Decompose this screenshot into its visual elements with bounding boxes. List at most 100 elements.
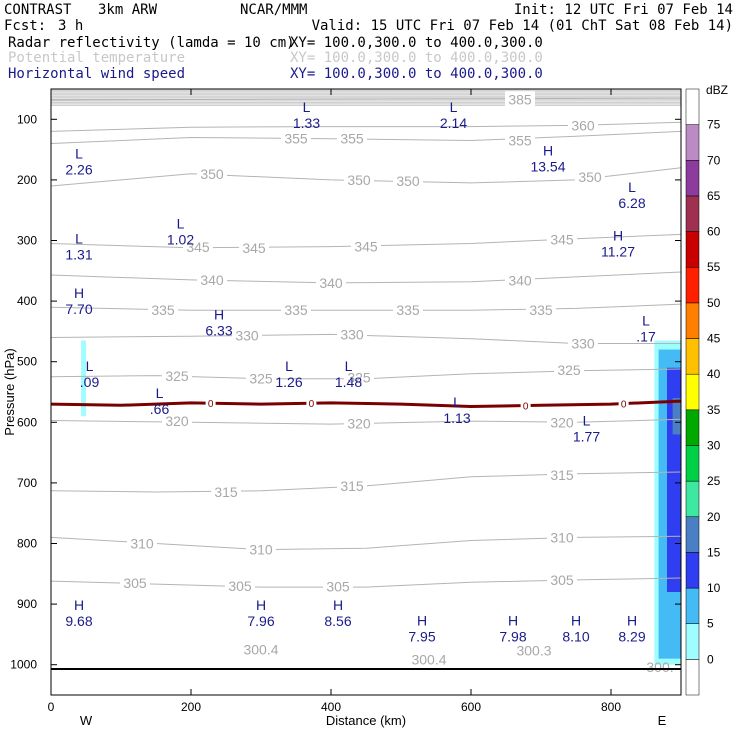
- theta-surface-label: 300.4: [411, 652, 446, 668]
- wind-extremum-value: 7.96: [247, 613, 274, 629]
- theta-label-bg: [344, 369, 374, 385]
- colorbar-swatch: [685, 195, 700, 232]
- theta-label-bg: [246, 370, 276, 386]
- colorbar-swatch: [685, 160, 700, 197]
- theta-label: 360: [571, 117, 595, 133]
- theta-label-bg: [568, 335, 598, 351]
- theta-label: 330: [571, 336, 595, 352]
- colorbar-swatch: [685, 445, 700, 482]
- theta-label: 325: [165, 368, 189, 384]
- wind-extremum-value: .66: [150, 401, 170, 417]
- valid-time: Valid: 15 UTC Fri 07 Feb 14 (01 ChT Sat …: [312, 18, 733, 34]
- wind-extremum-value: 1.77: [573, 428, 600, 444]
- theta-label: 320: [347, 416, 371, 432]
- x-axis-label: Distance (km): [326, 713, 406, 728]
- theta-label: 305: [123, 575, 147, 591]
- wind-min-marker: L: [450, 99, 458, 115]
- theta-label-bg: [211, 483, 241, 499]
- theta-label-bg: [162, 413, 192, 429]
- theta-label-bg: [547, 414, 577, 430]
- wind-max-marker: H: [627, 612, 637, 628]
- wind-max-marker: H: [571, 612, 581, 628]
- theta-label-bg: [225, 577, 255, 593]
- wind-min-marker: L: [303, 99, 311, 115]
- field-xy-theta: XY= 100.0,300.0 to 400.0,300.0: [290, 50, 543, 66]
- theta-label: 310: [550, 529, 574, 545]
- colorbar-swatch: [685, 623, 700, 660]
- colorbar-level-label: 30: [707, 438, 721, 452]
- y-tick-label: 1000: [10, 658, 37, 672]
- theta-label: 320: [550, 414, 574, 430]
- theta-label: 335: [529, 302, 553, 318]
- theta-label-bg: [316, 274, 346, 290]
- field-name-theta: Potential temperature: [8, 50, 185, 66]
- theta-label: 325: [249, 371, 273, 387]
- theta-label: 305: [326, 579, 350, 595]
- theta-label-bg: [393, 302, 423, 318]
- theta-label: 355: [508, 133, 532, 149]
- theta-label: 335: [151, 302, 175, 318]
- theta-label-bg: [393, 173, 423, 189]
- wind-max-marker: H: [214, 306, 224, 322]
- theta-label-bg: [183, 239, 213, 255]
- y-tick-label: 400: [17, 294, 37, 308]
- colorbar-swatch: [685, 231, 700, 268]
- wind-min-marker: L: [285, 358, 293, 374]
- wind-extremum-value: 1.26: [275, 374, 302, 390]
- reflectivity-zero-line: [50, 399, 682, 409]
- wind-min-marker: L: [75, 146, 83, 162]
- colorbar-level-label: 35: [707, 403, 721, 417]
- colorbar-swatch: [685, 302, 700, 339]
- y-tick-label: 900: [17, 597, 37, 611]
- field-xy-wind: XY= 100.0,300.0 to 400.0,300.0: [290, 66, 543, 82]
- colorbar-swatch: [685, 88, 700, 125]
- theta-label: 345: [550, 231, 574, 247]
- theta-contour-335: [50, 303, 682, 311]
- x-tick-label: 200: [181, 700, 201, 714]
- colorbar-level-label: 40: [707, 367, 721, 381]
- colorbar-level-label: 5: [707, 617, 714, 631]
- theta-label: 310: [249, 542, 273, 558]
- theta-label: 345: [242, 240, 266, 256]
- wind-extremum-value: 8.10: [562, 628, 589, 644]
- theta-label-bg: [337, 326, 367, 342]
- colorbar-level-label: 65: [707, 189, 721, 203]
- init-time: Init: 12 UTC Fri 07 Feb 14: [514, 2, 733, 18]
- theta-label: 350: [578, 169, 602, 185]
- theta-label: 315: [340, 478, 364, 494]
- wind-max-marker: H: [613, 228, 623, 244]
- theta-surface-label: 300.4: [243, 641, 278, 657]
- colorbar-swatch: [685, 373, 700, 411]
- wind-extremum-value: 9.68: [65, 613, 92, 629]
- wind-max-marker: H: [508, 612, 518, 628]
- wind-min-marker: L: [345, 358, 353, 374]
- colorbar-swatch: [685, 124, 700, 161]
- theta-label-bg: [246, 541, 276, 557]
- theta-label-bg: [239, 239, 269, 255]
- theta-label: 385: [508, 91, 532, 107]
- wind-min-marker: L: [177, 215, 185, 231]
- theta-label-bg: [281, 130, 311, 146]
- wind-max-marker: H: [74, 285, 84, 301]
- zero-line-label: 0: [309, 399, 315, 410]
- wind-extremum-value: 7.98: [499, 628, 526, 644]
- west-end-label: W: [80, 713, 93, 728]
- wind-extremum-value: 6.33: [205, 322, 232, 338]
- theta-label-bg: [344, 415, 374, 431]
- theta-label: 325: [347, 369, 371, 385]
- theta-label: 305: [228, 578, 252, 594]
- wind-min-marker: L: [642, 312, 650, 328]
- colorbar-swatch: [685, 516, 700, 553]
- theta-surface-label: 300.: [646, 659, 673, 675]
- theta-label: 305: [550, 572, 574, 588]
- header: CONTRAST 3km ARW NCAR/MMM Init: 12 UTC F…: [4, 2, 733, 82]
- wind-extremum-value: 1.48: [335, 374, 362, 390]
- wind-extremum-value: 8.56: [324, 613, 351, 629]
- colorbar-swatch: [685, 587, 700, 624]
- theta-label-bg: [351, 238, 381, 254]
- wind-extremum-value: 1.33: [293, 115, 320, 131]
- wind-min-marker: L: [156, 385, 164, 401]
- wind-extremum-value: 8.29: [618, 628, 645, 644]
- colorbar-level-label: 45: [707, 332, 721, 346]
- zero-line-label: 0: [621, 400, 627, 411]
